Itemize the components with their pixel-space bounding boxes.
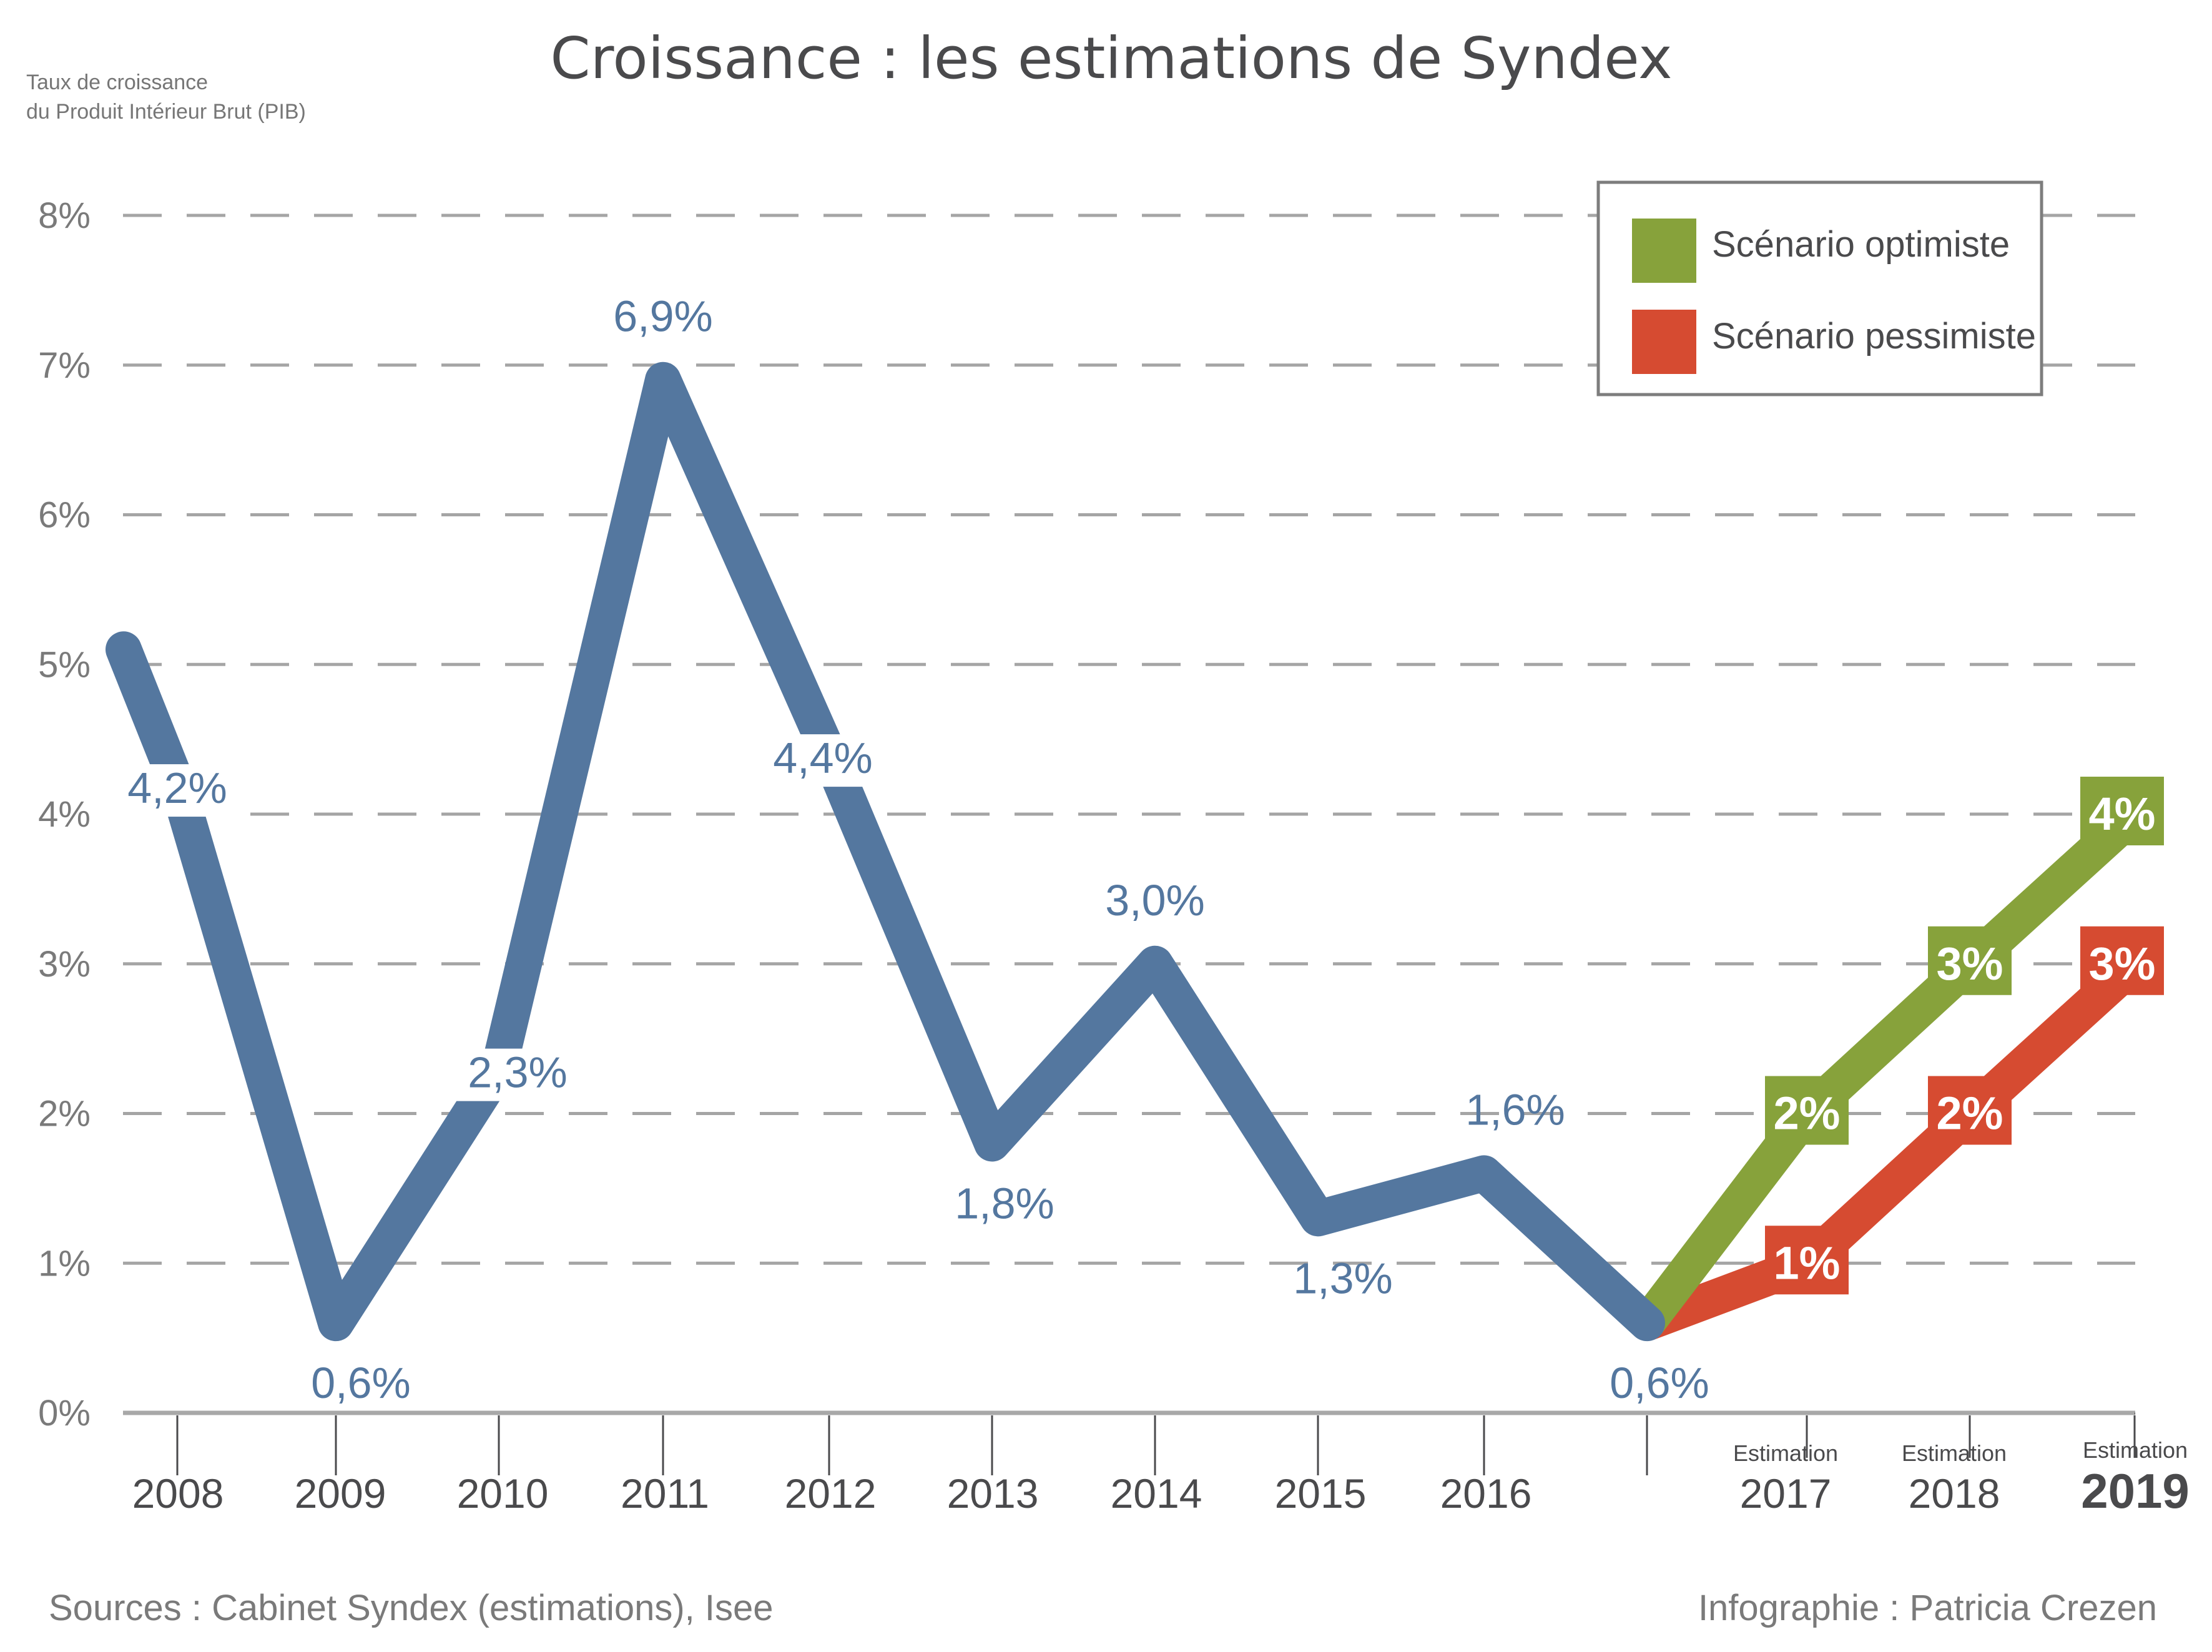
y-tick-label: 3%	[38, 944, 91, 985]
x-tick-label-2013: 2013	[947, 1470, 1039, 1517]
data-label-text: 0,6%	[311, 1359, 411, 1407]
x-tick-label-2011: 2011	[621, 1470, 709, 1517]
data-label-0,6%: 0,6%	[1610, 1359, 1709, 1407]
data-label-0,6%: 0,6%	[311, 1359, 411, 1407]
series-lines	[106, 361, 2147, 1342]
data-label-6,9%: 6,9%	[613, 292, 713, 341]
x-axis: 2008 2009 2010 2011 2012 2013 2014 2015 2016 2017…	[132, 1412, 2190, 1518]
y-tick-label: 8%	[38, 195, 91, 236]
series-line-pessimiste	[1640, 950, 2147, 1340]
x-tick-label-2012: 2012	[785, 1470, 877, 1517]
data-label-text: 6,9%	[613, 292, 713, 341]
data-label-3,0%: 3,0%	[1105, 876, 1205, 925]
x-tick-sublabel: Estimation	[1733, 1440, 1838, 1466]
scenario-label-box	[2080, 926, 2164, 995]
scenario-label-box	[1928, 926, 2012, 995]
data-label-1,3%: 1,3%	[1293, 1254, 1393, 1302]
data-label-knockout	[757, 734, 888, 787]
scenario-label-box	[2080, 777, 2164, 845]
y-tick-label: 7%	[38, 345, 91, 386]
data-label-text: 4,4%	[773, 734, 873, 782]
scenario-label-box	[1928, 1076, 2012, 1145]
legend: Scénario optimiste Scénario pessimiste	[1596, 180, 2043, 396]
data-label-1,8%: 1,8%	[955, 1179, 1054, 1227]
series-line-optimiste	[1632, 800, 2147, 1334]
data-label-knockout	[452, 1048, 583, 1101]
scenario-label-box	[1765, 1076, 1849, 1145]
x-tick-label-2016: 2016	[1440, 1470, 1532, 1517]
data-labels: 4,2% 0,6% 2,3% 6,9% 4,4% 1,8% 3,0% 1,3% 1,6% 0,6%…	[112, 292, 2164, 1407]
credit-note: Infographie : Patricia Crezen	[1698, 1588, 2157, 1628]
x-tick-label-2008: 2008	[132, 1470, 224, 1517]
scenario-label-optimiste-3%: 3%	[1928, 926, 2012, 995]
scenario-label-pessimiste-1%: 1%	[1765, 1226, 1849, 1295]
data-label-text: 3,0%	[1105, 876, 1205, 925]
data-label-4,4%: 4,4%	[757, 734, 888, 787]
legend-swatch-pessimiste	[1632, 310, 1696, 374]
x-tick-label-2017: 2017	[1740, 1470, 1832, 1517]
x-tick-label-2018: 2018	[1909, 1470, 2000, 1517]
legend-swatch-optimiste	[1632, 219, 1696, 283]
series-line-observed	[106, 361, 1665, 1342]
y-axis-ticks: 0% 1% 2% 3% 4% 5% 6% 7% 8%	[38, 195, 91, 1433]
y-tick-label: 4%	[38, 794, 91, 835]
data-label-knockout	[112, 764, 243, 817]
scenario-label-optimiste-2%: 2%	[1765, 1076, 1849, 1145]
scenario-label-optimiste-4%: 4%	[2080, 777, 2164, 845]
y-tick-label: 5%	[38, 644, 91, 685]
y-axis-caption-line-2: du Produit Intérieur Brut (PIB)	[26, 100, 306, 124]
scenario-label-pessimiste-3%: 3%	[2080, 926, 2164, 995]
x-tick-label-2009: 2009	[295, 1470, 386, 1517]
y-tick-label: 0%	[38, 1393, 91, 1433]
data-label-text: 0,6%	[1610, 1359, 1709, 1407]
data-label-text: 1,6%	[1465, 1085, 1565, 1134]
scenario-label-text: 4%	[2089, 788, 2156, 840]
y-axis-caption-line-1: Taux de croissance	[26, 71, 208, 94]
scenario-label-text: 3%	[2089, 938, 2156, 990]
legend-label-optimiste: Scénario optimiste	[1712, 224, 2010, 265]
y-tick-label: 2%	[38, 1094, 91, 1134]
sources-note: Sources : Cabinet Syndex (estimations), …	[49, 1588, 774, 1628]
chart-title: Croissance : les estimations de Syndex	[550, 25, 1672, 92]
data-label-text: 1,8%	[955, 1179, 1054, 1227]
data-label-text: 4,2%	[127, 764, 227, 812]
y-tick-label: 6%	[38, 495, 91, 536]
legend-label-pessimiste: Scénario pessimiste	[1712, 316, 2036, 356]
y-tick-label: 1%	[38, 1243, 91, 1284]
data-label-4,2%: 4,2%	[112, 764, 243, 817]
data-label-2,3%: 2,3%	[452, 1048, 583, 1101]
x-tick-label-2010: 2010	[457, 1470, 549, 1517]
scenario-label-text: 3%	[1937, 938, 2003, 990]
x-tick-sublabel: Estimation	[2083, 1437, 2188, 1463]
x-tick-label-2015: 2015	[1275, 1470, 1367, 1517]
x-tick-sublabel: Estimation	[1902, 1440, 2007, 1466]
scenario-label-text: 2%	[1774, 1088, 1841, 1139]
data-label-text: 1,3%	[1293, 1254, 1393, 1302]
scenario-label-text: 1%	[1774, 1237, 1841, 1289]
scenario-label-pessimiste-2%: 2%	[1928, 1076, 2012, 1145]
scenario-label-text: 2%	[1937, 1088, 2003, 1139]
data-label-1,6%: 1,6%	[1465, 1085, 1565, 1134]
scenario-label-box	[1765, 1226, 1849, 1295]
x-tick-label-2019: 2019	[2081, 1463, 2190, 1518]
x-tick-label-2014: 2014	[1111, 1470, 1202, 1517]
data-label-text: 2,3%	[468, 1048, 568, 1097]
